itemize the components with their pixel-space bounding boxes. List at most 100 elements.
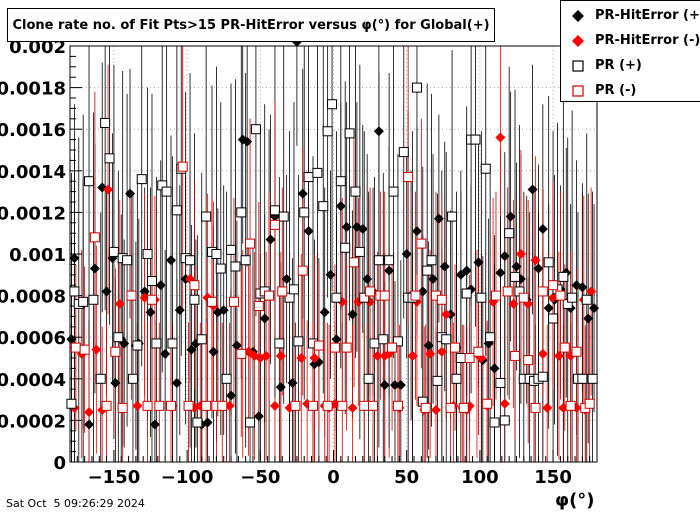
data-point xyxy=(571,346,582,357)
data-point xyxy=(354,246,365,257)
y-tick-label: 0 xyxy=(53,453,66,474)
data-point xyxy=(113,332,124,343)
data-point xyxy=(362,273,373,284)
data-point xyxy=(261,350,272,361)
data-point xyxy=(392,336,403,347)
data-point xyxy=(533,263,544,274)
data-point xyxy=(365,286,376,297)
data-point xyxy=(185,255,196,266)
data-point xyxy=(228,296,239,307)
data-point xyxy=(347,309,358,320)
legend-label: PR (+) xyxy=(595,58,642,73)
data-point xyxy=(110,346,121,357)
data-point xyxy=(122,255,133,266)
data-point xyxy=(530,255,541,266)
data-point xyxy=(290,400,301,411)
x-tick-label: 0 xyxy=(327,467,340,488)
data-point xyxy=(565,400,576,411)
data-point xyxy=(335,201,346,212)
data-point xyxy=(548,280,559,291)
data-point xyxy=(236,348,247,359)
data-point xyxy=(69,253,80,264)
data-point xyxy=(277,286,288,297)
data-point xyxy=(114,298,125,309)
data-point xyxy=(428,273,439,284)
data-point xyxy=(265,234,276,245)
data-point xyxy=(378,334,389,345)
data-point xyxy=(297,188,308,199)
data-point xyxy=(450,342,461,353)
data-point xyxy=(142,249,153,259)
y-tick-label: 0.0012 xyxy=(0,203,66,224)
data-point xyxy=(149,419,160,430)
x-tick-label: −100 xyxy=(161,467,214,488)
data-point xyxy=(581,294,592,305)
data-point xyxy=(543,257,554,268)
data-point xyxy=(510,350,521,361)
data-point xyxy=(253,301,264,311)
data-point xyxy=(441,309,452,320)
data-point xyxy=(269,205,280,216)
data-point xyxy=(416,238,427,249)
data-point xyxy=(78,296,89,307)
data-point xyxy=(146,276,157,287)
data-point xyxy=(312,167,323,178)
data-point xyxy=(473,257,484,268)
data-point xyxy=(518,292,529,303)
data-point xyxy=(66,398,77,409)
data-point xyxy=(208,346,219,357)
data-point xyxy=(296,353,307,363)
data-point xyxy=(537,224,548,235)
data-point xyxy=(174,305,185,316)
data-point xyxy=(470,134,481,145)
data-point xyxy=(461,265,472,276)
data-point xyxy=(480,163,491,174)
data-point xyxy=(530,402,541,413)
data-point xyxy=(161,186,172,197)
y-tick-label: 0.0016 xyxy=(0,120,66,141)
y-tick-label: 0.001 xyxy=(9,245,66,266)
data-point xyxy=(558,271,569,282)
data-point xyxy=(95,373,106,384)
data-point xyxy=(142,400,153,411)
data-point xyxy=(373,255,384,266)
data-point xyxy=(125,188,136,199)
data-point xyxy=(537,286,548,297)
data-point xyxy=(226,244,237,255)
x-tick-label: 150 xyxy=(534,467,572,488)
data-point xyxy=(151,338,162,349)
data-point xyxy=(350,186,361,197)
data-point xyxy=(515,249,526,259)
data-point xyxy=(426,255,437,266)
data-point xyxy=(341,342,352,353)
data-point xyxy=(430,405,441,415)
data-point xyxy=(88,294,99,305)
data-point xyxy=(132,340,143,351)
data-point xyxy=(420,402,431,413)
data-point xyxy=(155,280,166,291)
data-point xyxy=(264,290,275,301)
data-point xyxy=(489,417,500,428)
data-point xyxy=(335,176,346,187)
data-point xyxy=(461,288,472,299)
data-point xyxy=(211,249,222,259)
data-point xyxy=(288,284,299,295)
data-point xyxy=(318,201,329,212)
data-point xyxy=(281,273,292,284)
legend-label: PR (-) xyxy=(595,83,637,98)
data-point xyxy=(287,377,298,388)
data-point xyxy=(473,346,484,357)
data-point xyxy=(476,292,487,303)
data-point xyxy=(202,417,213,428)
data-point xyxy=(433,213,444,224)
data-point xyxy=(110,377,121,388)
data-point xyxy=(293,336,304,347)
data-point xyxy=(577,373,588,384)
data-point xyxy=(201,400,212,411)
data-point xyxy=(89,263,100,274)
legend-item-hiterror-minus: PR-HitError (-) xyxy=(561,28,700,53)
data-point xyxy=(331,334,342,345)
data-point xyxy=(171,377,182,388)
y-tick-label: 0.0018 xyxy=(0,79,66,100)
